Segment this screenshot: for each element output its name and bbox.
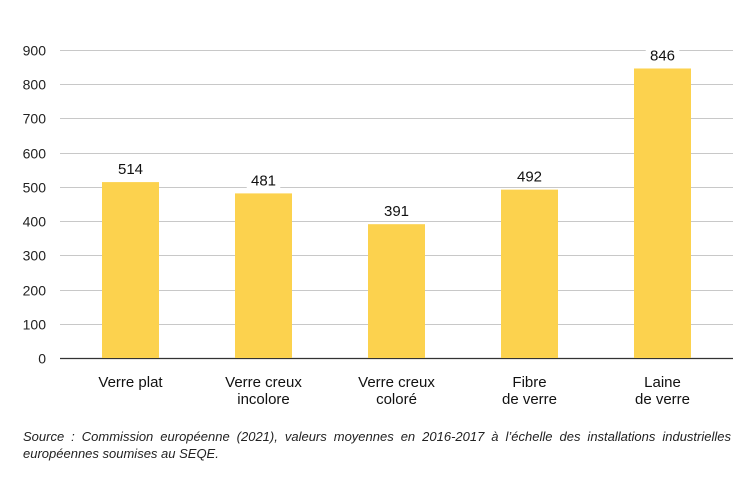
data-label-background (246, 171, 281, 190)
y-tick-label: 300 (23, 248, 47, 264)
x-tick-label: Verre creux (358, 374, 435, 391)
data-label: 514 (118, 161, 143, 178)
bar-chart: 0 100 200 300 400 500 600 700 800 900 514 481 391 49… (23, 43, 733, 408)
y-tick-label: 0 (38, 351, 46, 367)
x-tick-label: Laine (644, 374, 681, 391)
y-tick-label: 500 (23, 180, 47, 196)
data-label-background (113, 160, 148, 179)
source-note: Source : Commission européenne (2021), v… (23, 429, 731, 461)
x-tick-label: coloré (376, 391, 417, 408)
y-tick-label: 400 (23, 214, 47, 230)
y-tick-label: 700 (23, 111, 47, 127)
data-label-background (645, 46, 680, 65)
data-label-background (379, 202, 414, 221)
x-tick-label: de verre (635, 391, 690, 408)
x-tick-label: Verre plat (98, 374, 163, 391)
y-tick-label: 200 (23, 283, 47, 299)
data-label: 481 (251, 172, 276, 189)
gridlines (60, 50, 733, 360)
bar (368, 224, 425, 358)
y-tick-label: 600 (23, 146, 47, 162)
data-label: 846 (650, 47, 675, 64)
x-tick-label: Verre creux (225, 374, 302, 391)
x-tick-label: incolore (237, 391, 290, 408)
x-tick-label: de verre (502, 391, 557, 408)
bar (501, 189, 558, 358)
data-label: 391 (384, 203, 409, 220)
data-label: 492 (517, 169, 542, 186)
x-tick-label: Fibre (512, 374, 546, 391)
bar (102, 182, 159, 358)
y-tick-label: 800 (23, 77, 47, 93)
y-axis-ticks: 0 100 200 300 400 500 600 700 800 900 (23, 43, 47, 367)
bar (634, 68, 691, 358)
y-tick-label: 100 (23, 317, 47, 333)
bars (102, 68, 691, 358)
data-labels: 514 481 391 492 846 (113, 46, 680, 221)
data-label-background (512, 167, 547, 186)
bar (235, 193, 292, 358)
y-tick-label: 900 (23, 43, 47, 59)
